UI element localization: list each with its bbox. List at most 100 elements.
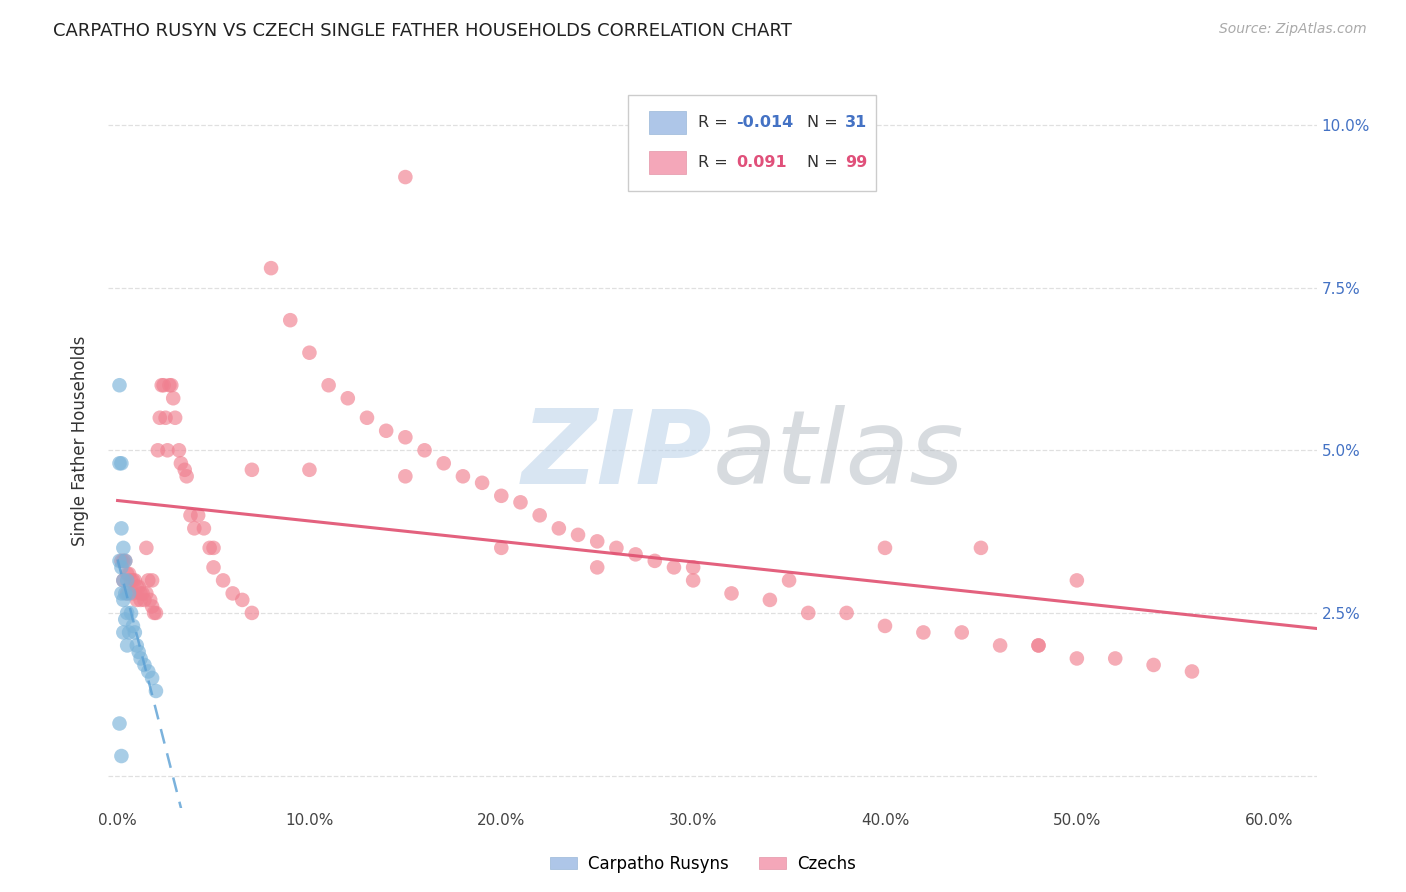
Point [491, 489, 513, 503]
Point [136, 574, 159, 588]
Point [162, 391, 184, 405]
Point [278, 313, 301, 327]
Text: -0.014: -0.014 [737, 115, 794, 130]
Point [529, 508, 551, 523]
Point [231, 593, 253, 607]
Point [110, 586, 132, 600]
Point [150, 378, 173, 392]
Point [222, 586, 245, 600]
Point [124, 574, 146, 588]
Point [122, 574, 145, 588]
Text: ZIP: ZIP [522, 405, 713, 506]
Point [509, 495, 531, 509]
Point [778, 574, 800, 588]
Point [644, 554, 666, 568]
Point [112, 541, 135, 555]
Point [491, 541, 513, 555]
Point [125, 593, 148, 607]
Point [336, 391, 359, 405]
Point [394, 469, 416, 483]
Point [375, 424, 398, 438]
Point [873, 541, 896, 555]
Point [170, 456, 193, 470]
Point [682, 560, 704, 574]
Point [112, 574, 135, 588]
Text: N =: N = [807, 115, 842, 130]
Point [112, 593, 135, 607]
Point [1028, 639, 1050, 653]
Point [950, 625, 973, 640]
Point [988, 639, 1011, 653]
Point [451, 469, 474, 483]
Point [433, 456, 456, 470]
Point [149, 410, 172, 425]
Point [110, 554, 132, 568]
Text: 0.091: 0.091 [737, 155, 787, 169]
Point [143, 606, 166, 620]
Point [193, 521, 215, 535]
Point [356, 410, 378, 425]
Point [176, 469, 198, 483]
Point [187, 508, 209, 523]
Point [114, 554, 136, 568]
Point [202, 541, 225, 555]
Point [183, 521, 205, 535]
FancyBboxPatch shape [627, 95, 876, 191]
Point [179, 508, 201, 523]
Point [1142, 657, 1164, 672]
Point [145, 684, 167, 698]
Point [394, 170, 416, 185]
Point [318, 378, 340, 392]
Point [112, 554, 135, 568]
Point [129, 586, 152, 600]
Point [471, 475, 494, 490]
Point [152, 378, 174, 392]
Point [135, 586, 157, 600]
Point [682, 574, 704, 588]
Point [141, 671, 163, 685]
Point [108, 554, 131, 568]
Point [165, 410, 187, 425]
Point [240, 606, 263, 620]
Point [298, 463, 321, 477]
Point [155, 410, 177, 425]
Point [202, 560, 225, 574]
Point [1028, 639, 1050, 653]
Point [114, 612, 136, 626]
Point [110, 560, 132, 574]
Point [1181, 665, 1204, 679]
Point [1066, 651, 1088, 665]
Point [118, 586, 141, 600]
Point [212, 574, 235, 588]
Legend: Carpatho Rusyns, Czechs: Carpatho Rusyns, Czechs [543, 848, 863, 880]
Point [112, 625, 135, 640]
Point [110, 521, 132, 535]
Point [156, 443, 179, 458]
Point [114, 586, 136, 600]
Text: 99: 99 [845, 155, 868, 169]
Point [125, 639, 148, 653]
Point [124, 625, 146, 640]
Text: 31: 31 [845, 115, 868, 130]
Point [198, 541, 221, 555]
Point [835, 606, 858, 620]
Point [160, 378, 183, 392]
Point [118, 625, 141, 640]
Point [586, 534, 609, 549]
Point [118, 566, 141, 581]
Point [135, 541, 157, 555]
Point [720, 586, 742, 600]
Point [120, 606, 142, 620]
Point [298, 345, 321, 359]
Point [797, 606, 820, 620]
Point [110, 749, 132, 764]
Text: Source: ZipAtlas.com: Source: ZipAtlas.com [1219, 22, 1367, 37]
Text: R =: R = [697, 155, 733, 169]
Point [134, 593, 156, 607]
Point [141, 599, 163, 614]
Point [662, 560, 685, 574]
Text: CARPATHO RUSYN VS CZECH SINGLE FATHER HOUSEHOLDS CORRELATION CHART: CARPATHO RUSYN VS CZECH SINGLE FATHER HO… [53, 22, 793, 40]
Point [131, 586, 153, 600]
Point [134, 657, 156, 672]
Point [1104, 651, 1126, 665]
